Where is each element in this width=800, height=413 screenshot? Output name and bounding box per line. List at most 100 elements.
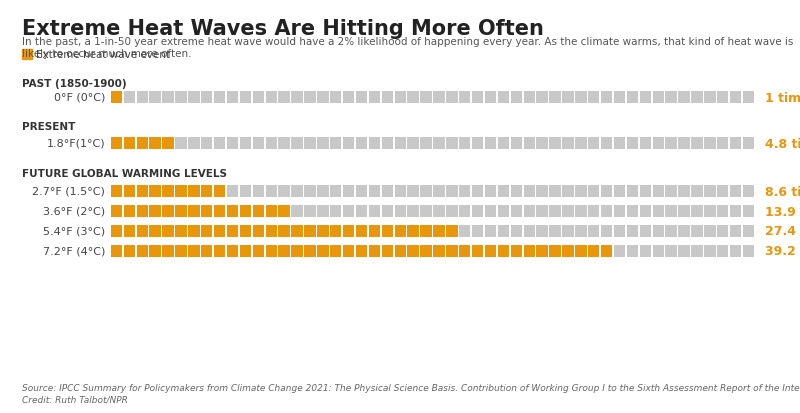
Bar [666, 92, 677, 104]
Bar [743, 92, 754, 104]
Bar [626, 138, 638, 150]
Text: In the past, a 1-in-50 year extreme heat wave would have a 2% likelihood of happ: In the past, a 1-in-50 year extreme heat… [22, 37, 794, 59]
Bar [626, 206, 638, 217]
Bar [407, 186, 419, 197]
Text: 5.4°F (3°C): 5.4°F (3°C) [43, 226, 105, 236]
Bar [369, 138, 380, 150]
Bar [550, 138, 561, 150]
Text: 1.8°F(1°C): 1.8°F(1°C) [46, 139, 105, 149]
Bar [588, 138, 599, 150]
Bar [666, 186, 677, 197]
Bar [394, 225, 406, 237]
Bar [291, 206, 302, 217]
Bar [382, 206, 393, 217]
Bar [188, 138, 199, 150]
Bar [523, 225, 535, 237]
Bar [162, 92, 174, 104]
Bar [150, 206, 161, 217]
Bar [175, 186, 186, 197]
Text: 39.2 times: 39.2 times [765, 245, 800, 258]
Bar [523, 138, 535, 150]
Bar [343, 246, 354, 257]
Bar [124, 138, 135, 150]
Bar [562, 206, 574, 217]
Bar [201, 225, 213, 237]
Bar [550, 92, 561, 104]
Bar [614, 246, 626, 257]
Bar [730, 138, 742, 150]
Bar [575, 225, 586, 237]
Bar [124, 225, 135, 237]
Bar [730, 92, 742, 104]
Bar [588, 206, 599, 217]
Bar [704, 138, 715, 150]
Bar [601, 138, 612, 150]
Bar [678, 206, 690, 217]
Bar [201, 92, 213, 104]
Bar [743, 225, 754, 237]
Bar [434, 138, 445, 150]
Bar [498, 186, 509, 197]
Bar [150, 225, 161, 237]
Bar [124, 186, 135, 197]
Bar [394, 206, 406, 217]
Bar [614, 138, 626, 150]
Text: Credit: Ruth Talbot/NPR: Credit: Ruth Talbot/NPR [22, 395, 128, 404]
Bar [110, 246, 122, 257]
Bar [743, 206, 754, 217]
Bar [369, 92, 380, 104]
Bar [356, 138, 367, 150]
Bar [434, 206, 445, 217]
Bar [240, 92, 251, 104]
Bar [510, 246, 522, 257]
Bar [420, 206, 432, 217]
Bar [510, 138, 522, 150]
Text: 3.6°F (2°C): 3.6°F (2°C) [43, 206, 105, 216]
Bar [485, 246, 496, 257]
Bar [188, 92, 199, 104]
Bar [227, 92, 238, 104]
Bar [717, 138, 729, 150]
Bar [575, 186, 586, 197]
Bar [150, 246, 161, 257]
Bar [653, 138, 664, 150]
Bar [356, 225, 367, 237]
Bar [537, 225, 548, 237]
Bar [588, 186, 599, 197]
Bar [394, 246, 406, 257]
Bar [485, 186, 496, 197]
Bar [666, 206, 677, 217]
Bar [330, 138, 342, 150]
Bar [382, 92, 393, 104]
Bar [304, 225, 316, 237]
Bar [22, 50, 32, 60]
Bar [691, 246, 702, 257]
Bar [537, 186, 548, 197]
Bar [510, 225, 522, 237]
Bar [175, 225, 186, 237]
Bar [459, 138, 470, 150]
Bar [343, 206, 354, 217]
Bar [278, 225, 290, 237]
Bar [214, 225, 226, 237]
Bar [588, 92, 599, 104]
Bar [266, 206, 277, 217]
Bar [330, 92, 342, 104]
Bar [575, 206, 586, 217]
Bar [510, 186, 522, 197]
Bar [640, 138, 651, 150]
Bar [459, 246, 470, 257]
Bar [691, 186, 702, 197]
Bar [253, 246, 264, 257]
Bar [575, 138, 586, 150]
Bar [137, 92, 148, 104]
Bar [601, 206, 612, 217]
Bar [110, 206, 122, 217]
Bar [278, 186, 290, 197]
Bar [420, 246, 432, 257]
Bar [730, 186, 742, 197]
Bar [369, 246, 380, 257]
Bar [472, 246, 483, 257]
Bar [717, 206, 729, 217]
Bar [653, 92, 664, 104]
